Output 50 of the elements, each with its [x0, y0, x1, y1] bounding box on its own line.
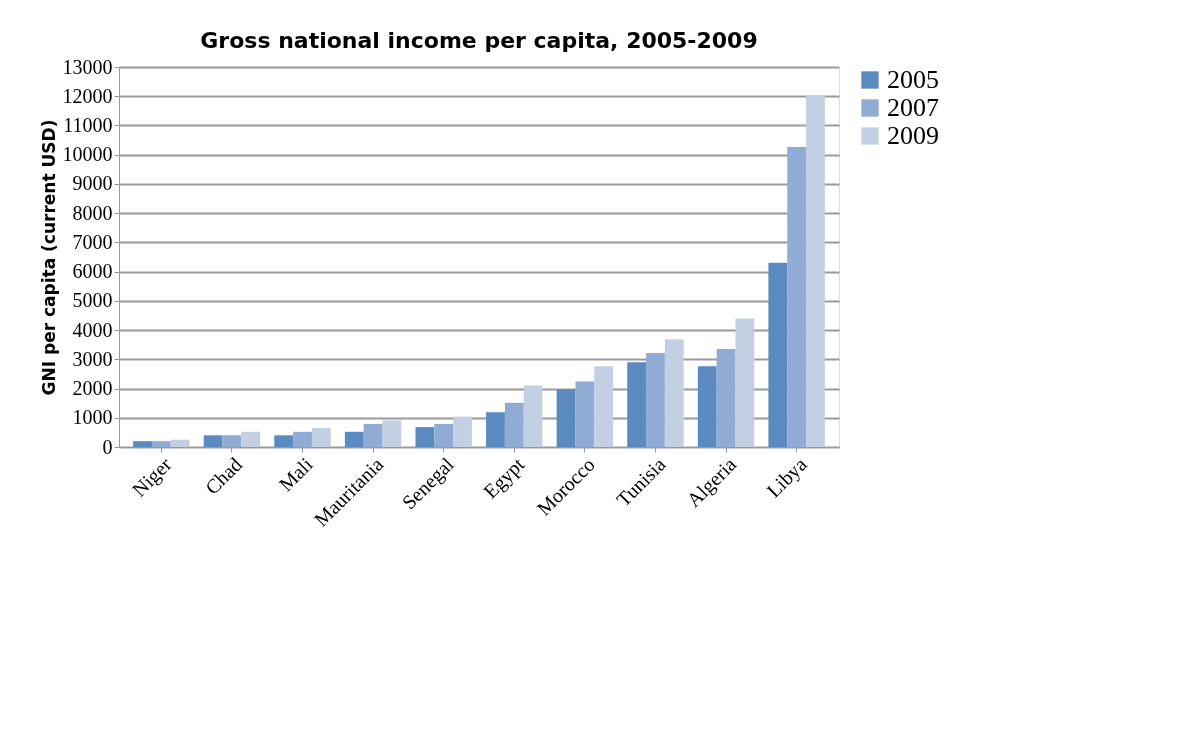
bar — [716, 349, 736, 447]
bar — [382, 420, 402, 447]
y-tick-label: 13000 — [62, 55, 113, 78]
bar — [344, 431, 364, 447]
y-tick-label: 7000 — [72, 230, 113, 253]
bar — [664, 339, 684, 447]
bar — [627, 362, 647, 447]
legend-label: 2007 — [887, 93, 939, 122]
bar — [575, 381, 595, 447]
bar — [363, 423, 383, 447]
y-tick-label: 8000 — [72, 201, 113, 224]
bar — [293, 431, 312, 447]
bar — [222, 435, 242, 447]
bar — [646, 352, 665, 447]
bar — [768, 262, 788, 447]
y-tick-label: 3000 — [72, 347, 113, 370]
bar — [151, 441, 171, 447]
legend-label: 2009 — [887, 121, 939, 150]
y-tick-label: 1000 — [72, 406, 113, 429]
bar — [170, 439, 190, 447]
bar — [556, 389, 576, 447]
bar — [133, 441, 152, 447]
bar — [806, 95, 825, 447]
bar — [203, 435, 223, 447]
bar — [241, 431, 261, 447]
y-tick-label: 11000 — [63, 113, 113, 136]
y-tick-label: 4000 — [72, 318, 113, 341]
bar — [486, 412, 505, 447]
bar — [434, 423, 454, 447]
y-tick-label: 10000 — [62, 143, 113, 166]
y-tick-label: 5000 — [72, 289, 113, 312]
bar — [311, 428, 331, 447]
y-tick-label: 9000 — [72, 172, 113, 195]
bar — [453, 416, 472, 447]
y-tick-label: 2000 — [72, 377, 113, 400]
y-axis-title: GNI per capita (current USD) — [38, 119, 59, 396]
legend-label: 2005 — [887, 65, 939, 94]
bar — [415, 427, 435, 447]
bar — [787, 147, 807, 447]
bar — [697, 366, 717, 447]
y-tick-label: 0 — [102, 435, 113, 458]
bar — [594, 366, 614, 447]
bar — [735, 318, 755, 447]
bar — [523, 385, 543, 447]
bar — [274, 435, 294, 447]
y-tick-label: 6000 — [72, 260, 113, 283]
bar — [504, 402, 524, 447]
y-tick-label: 12000 — [62, 84, 113, 107]
chart-title: Gross national income per capita, 2005-2009 — [200, 28, 758, 53]
x-tick-label: Mali — [274, 452, 317, 496]
